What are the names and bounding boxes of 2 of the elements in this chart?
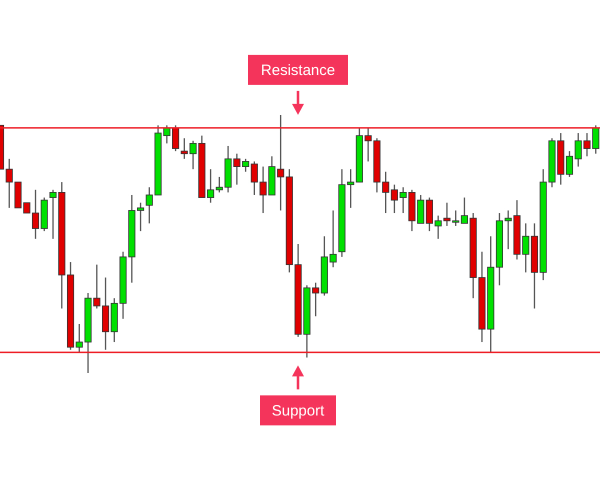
text: Resistance [260, 62, 336, 79]
text: Support [272, 402, 326, 420]
